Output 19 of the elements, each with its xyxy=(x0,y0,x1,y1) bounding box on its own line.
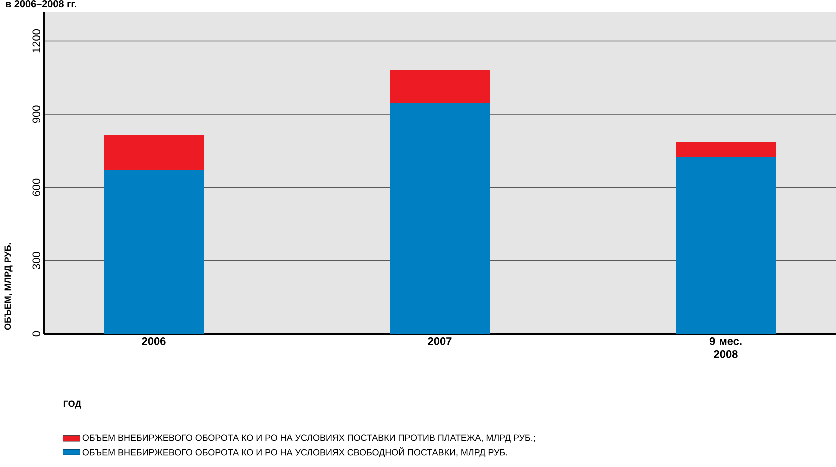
x-tick-label: 2006 xyxy=(142,338,166,346)
y-tick-label: 900 xyxy=(32,106,40,124)
chart-title: в 2006–2008 гг. xyxy=(6,0,76,8)
bar xyxy=(390,70,490,104)
bar xyxy=(676,157,776,334)
y-tick-label: 600 xyxy=(32,178,40,196)
y-tick-label: 300 xyxy=(32,252,40,270)
y-tick-label: 1200 xyxy=(32,30,40,53)
bar xyxy=(104,135,204,171)
bar xyxy=(390,103,490,334)
x-tick-label: 9 мес. 2008 xyxy=(710,338,742,358)
bar xyxy=(676,142,776,158)
bar xyxy=(104,170,204,334)
y-axis-title: ОБЪЕМ, МЛРД РУБ. xyxy=(4,243,13,330)
legend-label: ОБЪЕМ ВНЕБИРЖЕВОГО ОБОРОТА КО И РО НА УСЛОВИЯХ СВОБОДНОЙ ПОСТАВКИ, МЛРД РУБ. xyxy=(82,448,508,458)
x-axis-title: ГОД xyxy=(64,400,82,409)
x-tick-label: 2007 xyxy=(428,338,452,346)
legend-label: ОБЪЕМ ВНЕБИРЖЕВОГО ОБОРОТА КО И РО НА УСЛОВИЯХ ПОСТАВКИ ПРОТИВ ПЛАТЕЖА, МЛРД РУБ.; xyxy=(82,434,536,443)
y-tick-label: 0 xyxy=(32,331,40,337)
